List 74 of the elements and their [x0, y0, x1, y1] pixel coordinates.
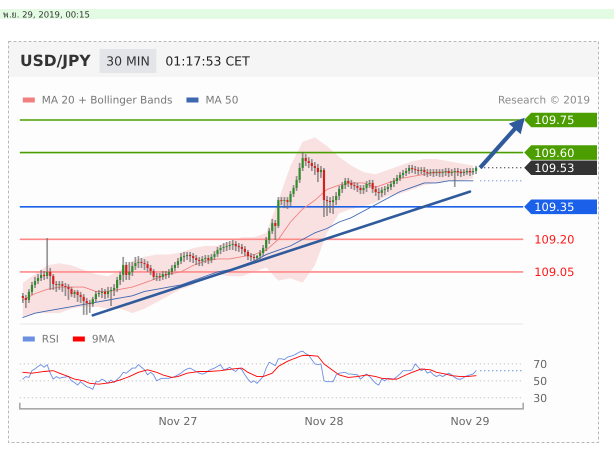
x-tick-label: Nov 27	[158, 415, 198, 428]
candlestick	[164, 270, 167, 280]
candlestick	[347, 177, 350, 188]
legend-label: 9MA	[92, 334, 116, 346]
text: Research © 2019	[498, 94, 590, 107]
x-tick-label: Nov 28	[304, 415, 344, 428]
candlestick	[162, 270, 164, 281]
candlestick	[240, 243, 243, 255]
candlestick	[122, 256, 124, 283]
ref-line-label: 109.53	[534, 160, 574, 175]
candlestick	[131, 261, 134, 277]
candlestick	[94, 290, 97, 303]
candlestick	[378, 187, 380, 201]
candlestick	[234, 240, 237, 252]
candlestick	[176, 257, 180, 269]
line-series	[22, 354, 476, 385]
candlestick	[356, 182, 359, 193]
candlestick	[195, 254, 198, 266]
candlestick	[158, 272, 161, 282]
candlestick	[201, 255, 204, 267]
ref-line-label: 109.20	[534, 232, 574, 247]
candlestick	[304, 153, 307, 167]
candlestick	[308, 156, 310, 169]
candlestick	[88, 299, 91, 314]
ref-line-label: 109.35	[534, 200, 574, 214]
candlestick	[414, 165, 416, 175]
x-tick-label: Nov 29	[450, 415, 490, 428]
candlestick	[128, 261, 130, 281]
candlestick	[238, 242, 240, 253]
candlestick	[417, 166, 420, 176]
candlestick	[338, 185, 340, 201]
candlestick	[232, 239, 234, 251]
candlestick	[146, 260, 149, 273]
legend-label: MA 20 + Bollinger Bands	[42, 94, 172, 107]
candlestick	[170, 264, 173, 276]
candlestick	[61, 280, 64, 293]
candlestick	[125, 261, 128, 281]
candlestick	[228, 240, 231, 251]
candlestick	[198, 256, 200, 267]
candlestick	[411, 164, 414, 174]
candlestick	[219, 244, 222, 255]
candlestick	[420, 166, 422, 175]
chart-title: USD/JPY	[20, 52, 92, 70]
candlestick	[207, 254, 210, 265]
candlestick	[70, 286, 73, 298]
candlestick	[350, 179, 352, 190]
candlestick	[380, 186, 383, 198]
legend-label: MA 50	[205, 94, 238, 107]
chart-subtitle: 30 MIN	[106, 54, 150, 68]
ref-line-label: 109.60	[534, 146, 574, 160]
y-tick-label: 30	[533, 392, 548, 405]
candlestick	[86, 297, 88, 316]
candlestick	[310, 158, 313, 172]
candlestick	[448, 167, 450, 178]
text: พ.ย. 29, 2019, 00:15	[3, 10, 90, 20]
candlestick	[372, 179, 374, 194]
ref-line-label: 109.05	[534, 265, 574, 280]
candlestick	[365, 180, 368, 193]
y-tick-label: 50	[533, 374, 548, 388]
line-series	[22, 350, 476, 390]
candlestick	[192, 252, 194, 264]
candlestick	[116, 276, 118, 293]
text: 01:17:53 CET	[165, 54, 250, 68]
candlestick	[332, 195, 334, 215]
candlestick	[152, 268, 155, 281]
candlestick	[344, 177, 346, 190]
ref-line-label: 109.75	[534, 113, 574, 128]
candlestick	[384, 185, 386, 196]
y-tick-label: 70	[533, 358, 548, 371]
candlestick	[156, 272, 158, 282]
candlestick	[82, 293, 85, 316]
candlestick	[454, 167, 456, 188]
candlestick	[22, 292, 24, 304]
legend-label: RSI	[42, 334, 59, 346]
